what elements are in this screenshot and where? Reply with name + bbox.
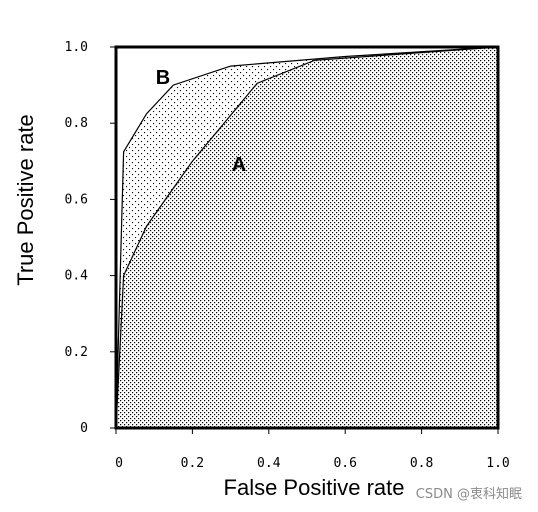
y-tick-label: 0.6: [65, 192, 88, 207]
area-under-curve-a: [116, 47, 498, 428]
x-tick-label: 0.6: [333, 456, 356, 471]
y-tick-label: 0.2: [65, 345, 88, 360]
y-tick-label: 1.0: [65, 40, 88, 55]
y-tick-label: 0: [80, 421, 88, 436]
axis-ticks: [110, 46, 499, 434]
y-tick-label: 0.8: [65, 116, 88, 131]
series-a-label: A: [232, 154, 246, 176]
plot-frame: [114, 45, 500, 430]
x-tick-label: 0.8: [410, 456, 433, 471]
axis-tick-labels: 0 0.2 0.4 0.6 0.8 1.0 0 0.2 0.4 0.6 0.8 1.0: [65, 40, 510, 471]
series-a-line: [115, 46, 499, 429]
x-axis-label: False Positive rate: [224, 475, 405, 500]
y-tick-label: 0.4: [65, 269, 89, 284]
x-tick-label: 0: [115, 456, 123, 471]
x-tick-label: 0.2: [181, 456, 204, 471]
watermark: CSDN @衷科知眠: [416, 486, 522, 502]
x-tick-label: 1.0: [486, 456, 509, 471]
x-tick-label: 0.4: [257, 456, 281, 471]
y-axis-label: True Positive rate: [13, 114, 38, 286]
series-b-label: B: [156, 67, 170, 89]
series-b-line: [115, 46, 499, 429]
